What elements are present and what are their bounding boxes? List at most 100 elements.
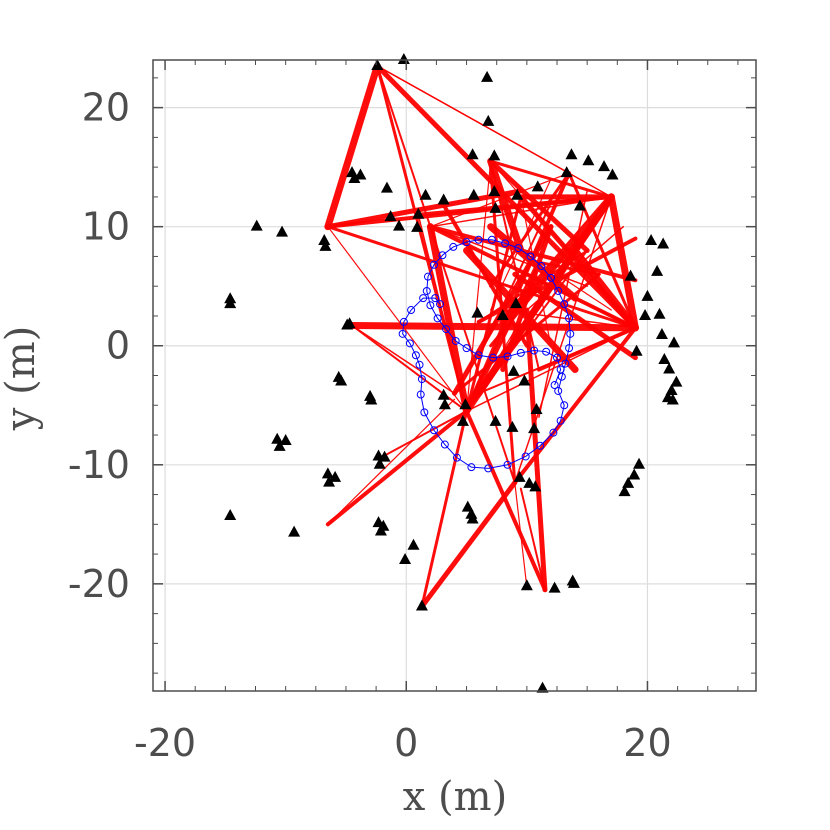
- trajectory-point: [560, 401, 569, 410]
- landmark-point: [507, 364, 520, 376]
- link-line: [376, 65, 570, 174]
- link-line: [464, 409, 547, 592]
- landmark-point: [466, 148, 479, 160]
- trajectory-point: [415, 360, 424, 369]
- trajectory-point: [451, 336, 460, 345]
- link-line: [440, 200, 529, 348]
- landmark-point: [482, 114, 495, 126]
- landmark-point: [380, 181, 393, 193]
- trajectory-point: [423, 272, 432, 281]
- landmark-point: [489, 414, 502, 426]
- landmark-point: [488, 185, 501, 197]
- landmark-point: [567, 576, 580, 588]
- landmark-point: [384, 210, 397, 222]
- y-axis-title: y (m): [0, 326, 44, 431]
- landmark-point: [506, 420, 519, 432]
- landmark-point: [511, 188, 524, 200]
- landmark-point: [250, 219, 263, 231]
- link-line: [607, 193, 639, 332]
- link-line: [489, 171, 571, 288]
- trajectory-point: [449, 242, 458, 251]
- trajectory-point: [433, 314, 442, 323]
- trajectory-point: [407, 306, 416, 315]
- link-line: [538, 190, 588, 418]
- landmark-point: [606, 168, 619, 180]
- trajectory-point: [561, 359, 570, 368]
- link-line: [420, 409, 469, 608]
- landmark-point: [273, 439, 286, 451]
- link-line: [525, 273, 637, 329]
- tick-labels: -20 0 20 -20 -10 0 10 20: [68, 86, 672, 765]
- landmark-point: [411, 220, 424, 232]
- trajectory-point: [565, 314, 574, 323]
- trajectory-point: [526, 252, 535, 261]
- landmark-point: [653, 307, 666, 319]
- link-line: [487, 223, 579, 302]
- trajectory-point: [438, 251, 447, 260]
- trajectory-point: [546, 273, 555, 282]
- trajectory: [398, 235, 575, 473]
- landmark-point: [618, 485, 631, 497]
- landmark-point: [565, 148, 578, 160]
- link-line: [568, 172, 612, 198]
- landmark-point: [663, 362, 676, 374]
- landmark-point: [657, 237, 670, 249]
- landmark-point: [371, 58, 384, 70]
- trajectory-point: [399, 317, 408, 326]
- landmark-point: [488, 149, 501, 161]
- landmark-point: [437, 388, 450, 400]
- landmark-point: [633, 457, 646, 469]
- link-line: [524, 307, 548, 593]
- landmark-point: [419, 188, 432, 200]
- landmark-point: [224, 508, 237, 520]
- trajectory-point: [429, 260, 438, 269]
- trajectory-point: [503, 352, 512, 361]
- link-line: [487, 157, 525, 254]
- landmark-point: [319, 239, 332, 251]
- landmark-point: [628, 468, 641, 480]
- landmark-point: [624, 269, 637, 281]
- landmark-point: [437, 193, 450, 205]
- trajectory-point: [556, 416, 565, 425]
- y-tick-label: 0: [106, 324, 130, 368]
- trajectory-point: [416, 390, 425, 399]
- x-axis-title: x (m): [403, 774, 507, 820]
- landmark-point: [641, 289, 654, 301]
- trajectory-point: [560, 300, 569, 309]
- landmark-point: [461, 500, 474, 512]
- landmark-point: [373, 457, 386, 469]
- link-line: [324, 62, 381, 231]
- landmark-point: [471, 306, 484, 318]
- y-tick-label: -20: [68, 562, 130, 606]
- trajectory-point: [417, 375, 426, 384]
- landmark-point: [645, 233, 658, 245]
- trajectory-point: [462, 344, 471, 353]
- landmark-point: [670, 375, 683, 387]
- trajectory-point: [422, 286, 431, 295]
- landmark-point: [459, 398, 472, 410]
- landmark-point: [481, 70, 494, 82]
- link-line: [514, 196, 613, 484]
- landmark-point: [496, 308, 509, 320]
- x-tick-label: 0: [394, 721, 418, 765]
- link-line: [325, 188, 524, 230]
- trajectory-point: [537, 261, 546, 270]
- landmark-point: [288, 525, 301, 537]
- landmark-point: [531, 180, 544, 192]
- link-line: [326, 225, 637, 330]
- trajectory-point: [565, 344, 574, 353]
- trajectory-point: [501, 239, 510, 248]
- trajectory-point: [536, 441, 545, 450]
- landmark-point: [329, 470, 342, 482]
- landmark-point: [467, 188, 480, 200]
- landmark-point: [639, 308, 652, 320]
- landmark-point: [667, 336, 680, 348]
- trajectory-point: [436, 300, 445, 309]
- trajectory-point: [431, 294, 440, 303]
- trajectory-point: [429, 426, 438, 435]
- trajectory-point: [514, 244, 523, 253]
- landmark-point: [412, 207, 425, 219]
- trajectory-point: [516, 348, 525, 357]
- landmark-point: [456, 414, 469, 426]
